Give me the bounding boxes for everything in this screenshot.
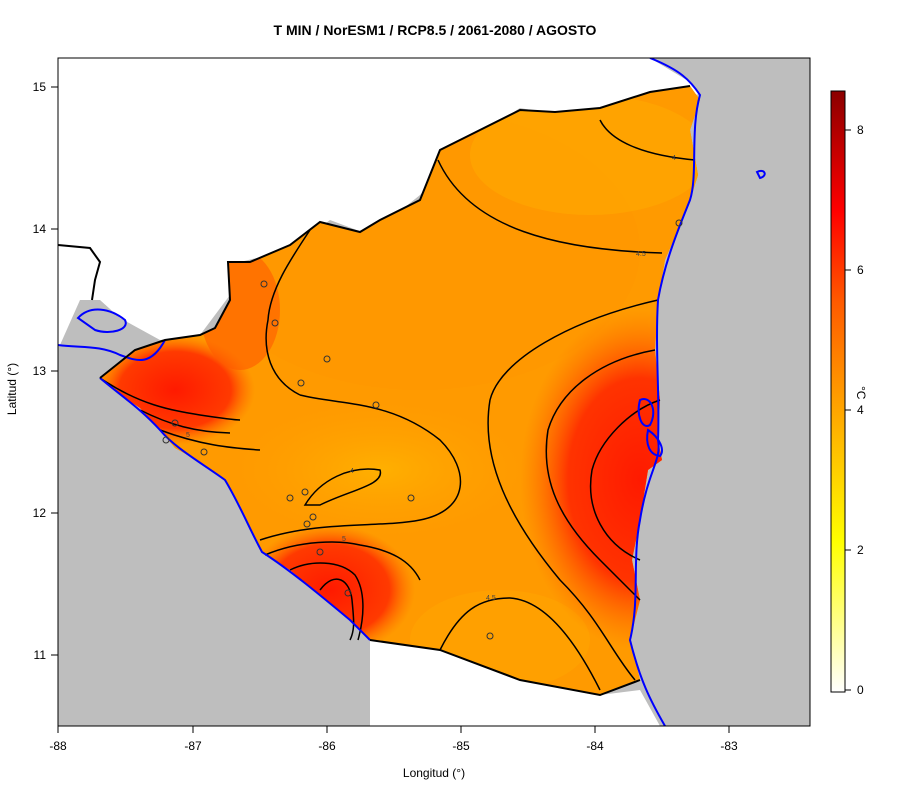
x-tick-label: -86 [318,739,336,753]
y-tick-label: 15 [33,80,47,94]
station-marker [407,494,415,502]
station-marker [303,520,311,528]
station-marker [200,448,208,456]
salvador-area [58,235,100,300]
y-tick-label: 13 [33,364,47,378]
x-tick-label: -83 [720,739,738,753]
station-marker [316,548,324,556]
station-marker [271,319,279,327]
contour-label: 4.5 [636,251,646,258]
colorbar-ticks [845,129,851,691]
x-axis [57,726,730,733]
x-tick-label: -85 [452,739,470,753]
colorbar-tick-label: 6 [857,263,864,277]
colorbar-tick-label: 0 [857,683,864,697]
station-marker [301,488,309,496]
contour-label: 5 [342,536,346,543]
contour-label: 4 [350,468,354,475]
colorbar-tick-label: 2 [857,543,864,557]
colorbar-tick-label: 8 [857,123,864,137]
x-tick-label: -87 [184,739,202,753]
station-markers [162,219,683,640]
honduras-area [58,58,700,345]
plot-frame [57,57,811,727]
station-marker [372,401,380,409]
station-marker [286,494,294,502]
station-marker [309,513,317,521]
contour-label: 4.5 [486,595,496,602]
station-marker [260,280,268,288]
x-tick-label: -84 [586,739,604,753]
station-marker [675,219,683,227]
coastline [58,58,766,726]
y-tick-label: 12 [33,506,47,520]
contour-lines [99,119,696,691]
x-axis-label: Longitud (°) [402,766,466,780]
y-tick-label: 14 [33,222,47,236]
costa-rica-area [370,640,660,726]
map-title: T MIN / NorESM1 / RCP8.5 / 2061-2080 / A… [273,22,597,38]
station-marker [162,436,170,444]
station-marker [297,379,305,387]
station-marker [344,589,352,597]
contour-label: 4 [672,155,676,162]
political-border [58,85,691,697]
colorbar [830,90,846,693]
station-marker [323,355,331,363]
y-tick-label: 11 [34,648,47,662]
y-axis [51,86,58,656]
contour-label: 5 [186,432,190,439]
station-marker [171,419,179,427]
colorbar-tick-label: 4 [857,403,864,417]
station-marker [486,632,494,640]
x-tick-label: -88 [49,739,67,753]
